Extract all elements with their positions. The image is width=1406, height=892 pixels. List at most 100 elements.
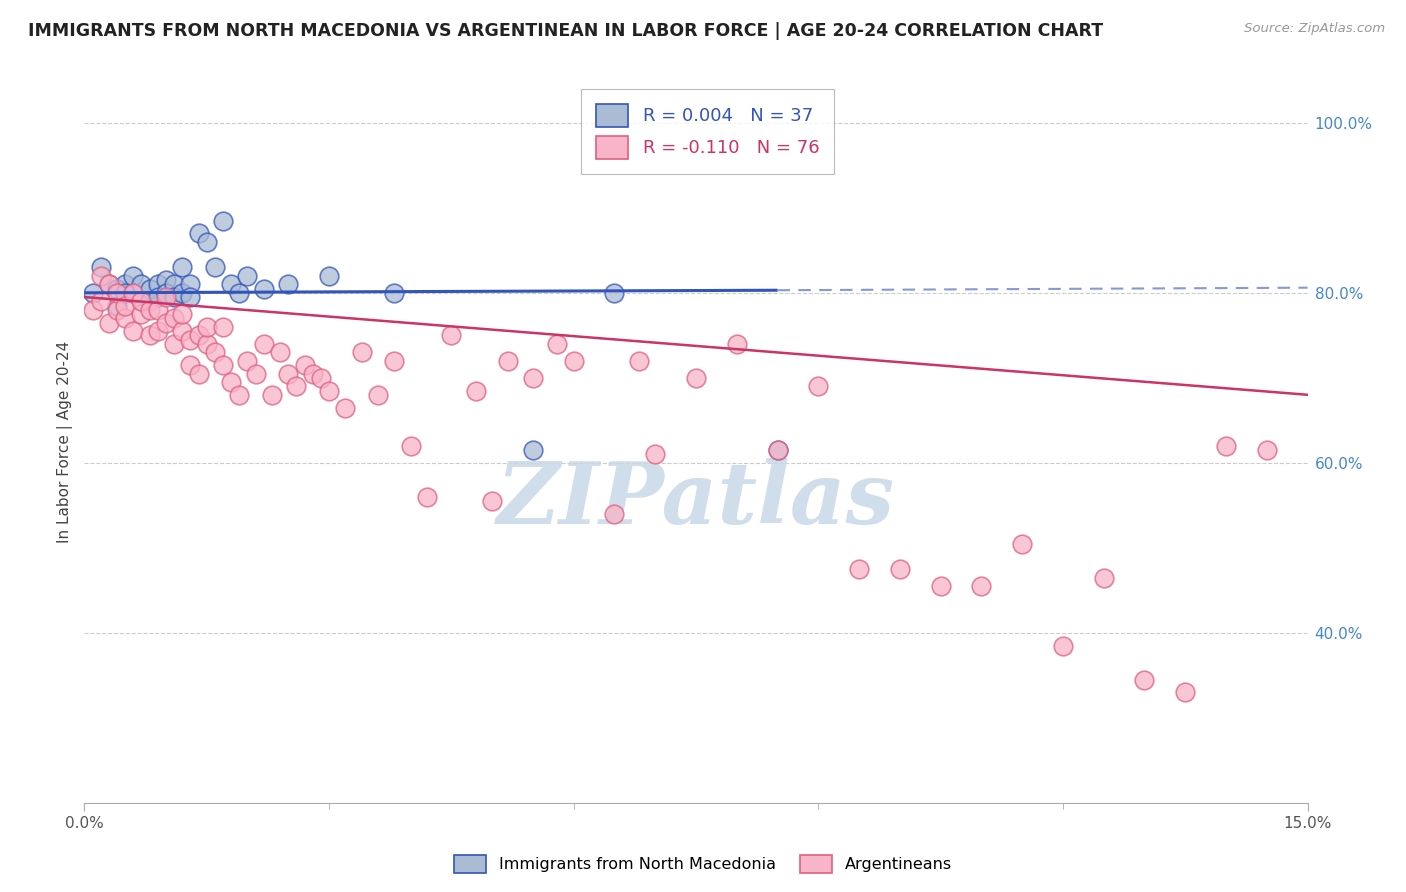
Point — [929, 579, 952, 593]
Point — [131, 277, 153, 292]
Point — [253, 281, 276, 295]
Point — [481, 494, 503, 508]
Point — [195, 336, 218, 351]
Text: ZIPatlas: ZIPatlas — [496, 458, 896, 541]
Point — [195, 319, 218, 334]
Point — [318, 268, 340, 283]
Point — [179, 358, 201, 372]
Point — [146, 302, 169, 317]
Point — [146, 324, 169, 338]
Point — [335, 401, 357, 415]
Point — [219, 375, 242, 389]
Point — [350, 345, 373, 359]
Point — [82, 302, 104, 317]
Point — [253, 336, 276, 351]
Point — [172, 324, 194, 338]
Point — [1052, 639, 1074, 653]
Point — [228, 285, 250, 300]
Point — [131, 307, 153, 321]
Point — [155, 273, 177, 287]
Point — [318, 384, 340, 398]
Point — [90, 260, 112, 275]
Point — [155, 285, 177, 300]
Legend: R = 0.004   N = 37, R = -0.110   N = 76: R = 0.004 N = 37, R = -0.110 N = 76 — [581, 89, 834, 174]
Point — [90, 268, 112, 283]
Y-axis label: In Labor Force | Age 20-24: In Labor Force | Age 20-24 — [58, 341, 73, 542]
Point — [269, 345, 291, 359]
Point — [522, 371, 544, 385]
Point — [807, 379, 830, 393]
Point — [114, 311, 136, 326]
Point — [163, 311, 186, 326]
Point — [382, 285, 405, 300]
Point — [155, 290, 177, 304]
Point — [219, 277, 242, 292]
Point — [1092, 570, 1115, 584]
Point — [187, 227, 209, 241]
Point — [105, 299, 128, 313]
Point — [260, 388, 283, 402]
Point — [236, 268, 259, 283]
Point — [603, 285, 626, 300]
Point — [163, 290, 186, 304]
Point — [204, 260, 226, 275]
Point — [90, 294, 112, 309]
Point — [1133, 673, 1156, 687]
Point — [212, 358, 235, 372]
Point — [163, 336, 186, 351]
Point — [440, 328, 463, 343]
Point — [97, 316, 120, 330]
Point — [105, 302, 128, 317]
Point — [172, 260, 194, 275]
Point — [138, 294, 160, 309]
Point — [187, 328, 209, 343]
Point — [562, 353, 585, 368]
Point — [138, 328, 160, 343]
Point — [97, 277, 120, 292]
Point — [122, 285, 145, 300]
Point — [1215, 439, 1237, 453]
Point — [114, 299, 136, 313]
Point — [172, 307, 194, 321]
Point — [766, 443, 789, 458]
Point — [848, 562, 870, 576]
Point — [399, 439, 422, 453]
Point — [155, 316, 177, 330]
Point — [685, 371, 707, 385]
Point — [163, 277, 186, 292]
Point — [889, 562, 911, 576]
Point — [1256, 443, 1278, 458]
Point — [766, 443, 789, 458]
Point — [603, 507, 626, 521]
Point — [105, 285, 128, 300]
Point — [195, 235, 218, 249]
Point — [187, 367, 209, 381]
Point — [82, 285, 104, 300]
Point — [105, 281, 128, 295]
Point — [285, 379, 308, 393]
Point — [245, 367, 267, 381]
Point — [725, 336, 748, 351]
Legend: Immigrants from North Macedonia, Argentineans: Immigrants from North Macedonia, Argenti… — [449, 848, 957, 880]
Point — [382, 353, 405, 368]
Point — [146, 277, 169, 292]
Point — [172, 285, 194, 300]
Point — [146, 290, 169, 304]
Point — [179, 277, 201, 292]
Text: IMMIGRANTS FROM NORTH MACEDONIA VS ARGENTINEAN IN LABOR FORCE | AGE 20-24 CORREL: IMMIGRANTS FROM NORTH MACEDONIA VS ARGEN… — [28, 22, 1104, 40]
Point — [1011, 536, 1033, 550]
Point — [212, 319, 235, 334]
Point — [498, 353, 520, 368]
Point — [277, 367, 299, 381]
Point — [416, 490, 439, 504]
Point — [236, 353, 259, 368]
Point — [122, 324, 145, 338]
Point — [179, 333, 201, 347]
Point — [464, 384, 486, 398]
Point — [212, 213, 235, 227]
Point — [522, 443, 544, 458]
Point — [970, 579, 993, 593]
Point — [138, 302, 160, 317]
Point — [228, 388, 250, 402]
Point — [367, 388, 389, 402]
